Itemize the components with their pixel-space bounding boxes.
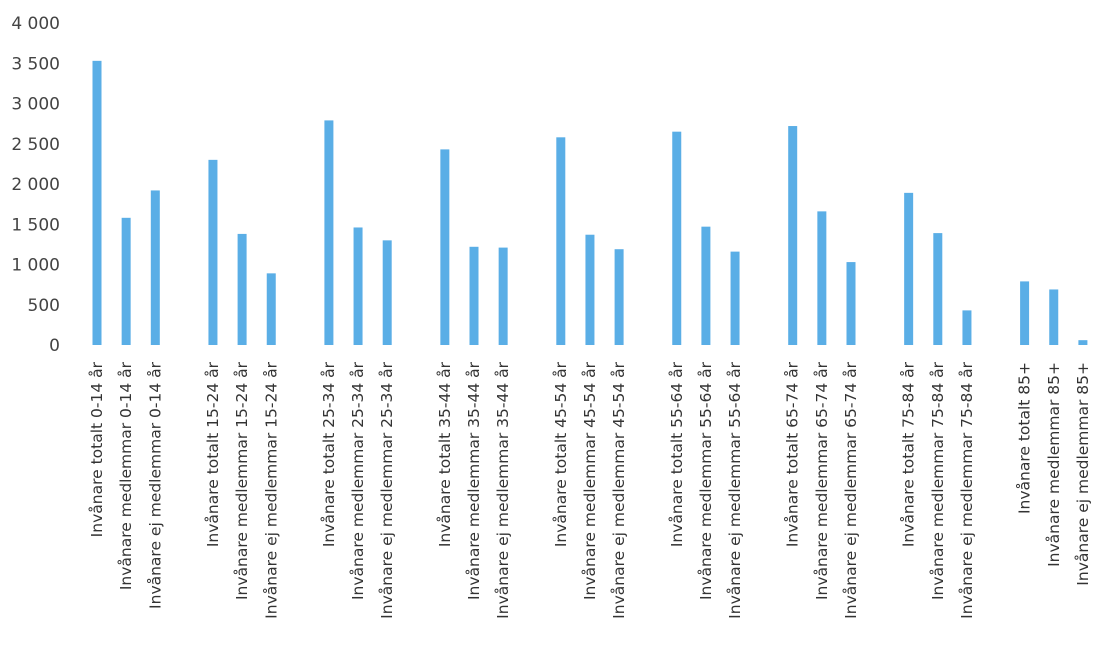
x-tick-label: Invånare medlemmar 35-44 år bbox=[465, 361, 483, 600]
bar bbox=[846, 262, 856, 345]
bar bbox=[962, 310, 972, 345]
x-tick-label: Invånare medlemmar 15-24 år bbox=[233, 361, 251, 600]
x-tick-label: Invånare ej medlemmar 75-84 år bbox=[958, 361, 976, 618]
bar bbox=[556, 137, 566, 345]
bar bbox=[237, 233, 247, 345]
x-axis: Invånare totalt 0-14 år Invånare medlemma… bbox=[88, 361, 1092, 618]
bar bbox=[904, 192, 914, 345]
bar bbox=[92, 60, 102, 346]
y-tick-label: 2 000 bbox=[11, 175, 60, 195]
bar bbox=[614, 249, 624, 345]
x-tick-label: Invånare totalt 25-34 år bbox=[320, 361, 338, 547]
bar bbox=[1078, 340, 1088, 345]
bar bbox=[353, 227, 363, 345]
bar bbox=[208, 159, 218, 345]
y-tick-label: 1 500 bbox=[11, 215, 60, 235]
y-tick-label: 0 bbox=[49, 336, 60, 356]
bar bbox=[121, 217, 131, 345]
x-tick-label: Invånare medlemmar 75-84 år bbox=[929, 361, 947, 600]
x-tick-label: Invånare ej medlemmar 85+ bbox=[1074, 362, 1092, 586]
bar bbox=[498, 247, 508, 345]
bar bbox=[266, 273, 276, 345]
bar bbox=[730, 251, 740, 345]
bar bbox=[672, 131, 682, 345]
x-tick-label: Invånare totalt 85+ bbox=[1016, 362, 1034, 514]
bar bbox=[1049, 289, 1059, 345]
bar bbox=[585, 234, 595, 345]
x-tick-label: Invånare ej medlemmar 0-14 år bbox=[146, 361, 164, 609]
x-tick-label: Invånare ej medlemmar 35-44 år bbox=[494, 361, 512, 618]
x-tick-label: Invånare ej medlemmar 45-54 år bbox=[610, 361, 628, 618]
y-tick-label: 4 000 bbox=[11, 14, 60, 34]
x-tick-label: Invånare totalt 75-84 år bbox=[900, 361, 918, 547]
x-tick-label: Invånare totalt 15-24 år bbox=[204, 361, 222, 547]
y-axis: 0 500 1 000 1 500 2 000 2 500 3 000 3 500 4 000 bbox=[11, 14, 60, 356]
bar bbox=[469, 246, 479, 345]
bars bbox=[92, 60, 1088, 346]
bar bbox=[933, 233, 943, 345]
x-tick-label: Invånare totalt 45-54 år bbox=[552, 361, 570, 547]
x-tick-label: Invånare ej medlemmar 65-74 år bbox=[842, 361, 860, 618]
x-tick-label: Invånare totalt 35-44 år bbox=[436, 361, 454, 547]
x-tick-label: Invånare ej medlemmar 55-64 år bbox=[726, 361, 744, 618]
bar bbox=[150, 190, 160, 345]
bar bbox=[324, 120, 334, 345]
bar bbox=[701, 226, 711, 345]
y-tick-label: 1 000 bbox=[11, 256, 60, 276]
x-tick-label: Invånare totalt 0-14 år bbox=[88, 361, 106, 537]
y-tick-label: 3 000 bbox=[11, 95, 60, 115]
x-tick-label: Invånare ej medlemmar 25-34 år bbox=[378, 361, 396, 618]
x-tick-label: Invånare totalt 65-74 år bbox=[784, 361, 802, 547]
bar bbox=[440, 149, 450, 345]
bar bbox=[382, 240, 392, 345]
y-tick-label: 2 500 bbox=[11, 135, 60, 155]
x-tick-label: Invånare medlemmar 0-14 år bbox=[117, 361, 135, 590]
bar bbox=[817, 211, 827, 345]
x-tick-label: Invånare medlemmar 55-64 år bbox=[697, 361, 715, 600]
y-tick-label: 500 bbox=[28, 296, 60, 316]
x-tick-label: Invånare medlemmar 85+ bbox=[1045, 362, 1063, 567]
x-tick-label: Invånare medlemmar 45-54 år bbox=[581, 361, 599, 600]
x-tick-label: Invånare totalt 55-64 år bbox=[668, 361, 686, 547]
x-tick-label: Invånare ej medlemmar 15-24 år bbox=[262, 361, 280, 618]
y-tick-label: 3 500 bbox=[11, 54, 60, 74]
x-tick-label: Invånare medlemmar 25-34 år bbox=[349, 361, 367, 600]
bar bbox=[1020, 281, 1030, 345]
x-tick-label: Invånare medlemmar 65-74 år bbox=[813, 361, 831, 600]
bar bbox=[788, 126, 798, 345]
